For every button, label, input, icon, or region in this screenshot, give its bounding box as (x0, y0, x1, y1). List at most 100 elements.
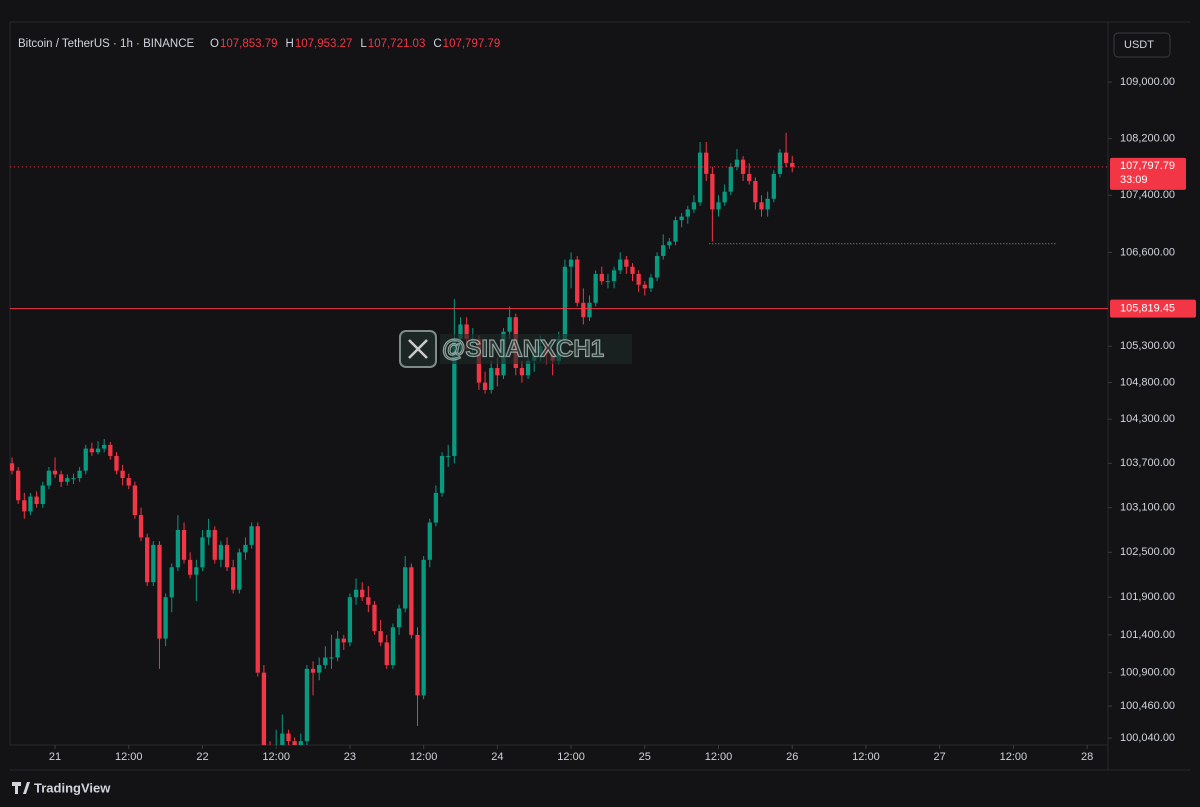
candle-body (519, 368, 525, 376)
candle-body (710, 173, 715, 210)
x-tick-label: 28 (1081, 751, 1093, 763)
candle-body (206, 529, 211, 538)
candle-body (605, 281, 611, 283)
brand: TradingView (12, 780, 111, 795)
symbol-title: Bitcoin / TetherUS · 1h · BINANCE (18, 38, 195, 50)
current-price-bg (1110, 157, 1186, 190)
candle-body (740, 159, 746, 174)
candle-body (409, 567, 414, 635)
candle-body (396, 608, 402, 628)
candle-body (157, 544, 162, 639)
candle-body (360, 589, 365, 598)
candle-body (482, 382, 488, 390)
candle-body (175, 529, 181, 568)
ohlc-label: L (360, 38, 367, 50)
candle-body (366, 597, 371, 605)
candle-body (317, 665, 322, 673)
candle-body (52, 470, 58, 475)
ohlc-label: O (210, 38, 219, 50)
ohlc-value: 107,721.03 (368, 38, 426, 50)
candle-body (716, 202, 721, 210)
candle-body (145, 537, 150, 583)
candle-body (194, 567, 199, 575)
candle-body (335, 638, 340, 658)
candle-body (163, 597, 168, 639)
x-tick-label: 12:00 (1000, 751, 1028, 763)
candle-body (46, 470, 52, 486)
candle-body (697, 152, 703, 203)
candle-body (679, 216, 684, 221)
candle-body (734, 159, 740, 167)
candle-body (341, 638, 346, 643)
currency-label[interactable]: USDT (1124, 39, 1154, 51)
x-tick-label: 26 (786, 751, 798, 763)
candle-body (16, 470, 21, 501)
candle-body (489, 368, 494, 390)
candle-body (777, 152, 783, 174)
candle-body (292, 741, 297, 745)
candle-body (114, 455, 119, 471)
candle-body (691, 202, 697, 210)
candle-body (667, 241, 672, 246)
candle-body (575, 259, 580, 303)
candle-body (237, 552, 242, 590)
brand-logo (12, 782, 30, 794)
x-tick-label: 12:00 (557, 751, 585, 763)
candle-body (231, 567, 236, 590)
brand-name: TradingView (34, 780, 111, 795)
candle-body (108, 444, 113, 456)
candle-body (593, 273, 598, 303)
ohlc-header: O 107,853.79 H 107,953.27 L 107,721.03 C 107,79… (210, 38, 500, 50)
candle-body (169, 567, 174, 598)
candle-body (22, 500, 27, 512)
candle-body (384, 642, 389, 666)
candle-body (65, 478, 70, 482)
ohlc-label: C (433, 38, 441, 50)
candle-body (618, 259, 623, 271)
candle-body (372, 604, 377, 632)
candle-body (95, 448, 101, 453)
candle-body (562, 266, 568, 339)
x-tick-label: 23 (344, 751, 356, 763)
candle-body (59, 474, 64, 482)
candle-body (421, 559, 426, 696)
candle-body (353, 589, 359, 598)
x-tick-label: 27 (934, 751, 946, 763)
y-tick-label: 106,600.00 (1120, 246, 1175, 258)
y-tick-label: 103,700.00 (1120, 457, 1175, 469)
y-tick-label: 103,100.00 (1120, 502, 1175, 514)
y-tick-label: 109,000.00 (1120, 76, 1175, 88)
watermark-bg (440, 334, 632, 364)
currency-button[interactable] (1113, 32, 1171, 58)
candle-body (224, 544, 230, 568)
candle-body (310, 668, 316, 673)
candle-body (654, 255, 660, 278)
x-tick-label: 12:00 (115, 751, 143, 763)
candle-body (630, 266, 635, 274)
candle-body (200, 537, 205, 568)
y-tick-label: 104,300.00 (1120, 413, 1175, 425)
candle-body (403, 567, 408, 609)
level-label: 105,819.45 (1120, 302, 1175, 314)
candle-body (34, 496, 39, 504)
candle-body (390, 627, 396, 666)
y-tick-label: 101,400.00 (1120, 629, 1175, 641)
candle-body (347, 597, 353, 643)
y-tick-label: 107,400.00 (1120, 189, 1175, 201)
candle-body (218, 544, 224, 560)
candle-body (138, 515, 144, 538)
x-tick-label: 24 (491, 751, 503, 763)
candle-body (212, 529, 217, 560)
candle-body (765, 198, 770, 210)
candle-body (329, 657, 334, 659)
candle-body (433, 492, 439, 523)
candle-body (126, 478, 131, 486)
watermark: @SINANXCH1 (399, 330, 632, 368)
candle-body (568, 259, 574, 267)
candle-body (446, 455, 451, 457)
candle-body (323, 657, 328, 666)
level-label-bg (1110, 299, 1196, 318)
